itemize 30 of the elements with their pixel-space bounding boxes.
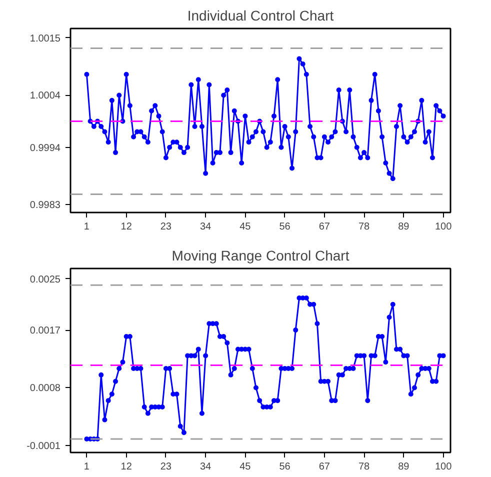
y-tick-label: 0.0025 (30, 274, 61, 286)
x-tick-label: 56 (279, 222, 291, 232)
y-tick-label: -0.0001 (26, 440, 61, 452)
x-tick-label: 100 (434, 462, 452, 472)
x-tick-label: 1 (84, 222, 90, 232)
x-tick-label: 34 (200, 222, 212, 232)
x-tick-label: 23 (160, 462, 172, 472)
x-tick-label: 12 (120, 462, 132, 472)
x-tick-label: 78 (358, 222, 370, 232)
x-tick-label: 34 (200, 462, 212, 472)
chart-title: Moving Range Control Chart (172, 248, 350, 264)
x-tick-label: 12 (120, 222, 132, 232)
chart-title: Individual Control Chart (187, 8, 334, 24)
y-tick-label: 1.0015 (30, 33, 61, 44)
x-tick-label: 100 (434, 222, 452, 232)
y-tick-label: 0.0017 (30, 326, 61, 337)
x-tick-label: 1 (84, 462, 90, 472)
y-tick-label: 0.9983 (30, 200, 61, 212)
x-tick-label: 78 (358, 462, 370, 472)
y-tick-label: 1.0004 (30, 90, 61, 102)
x-tick-label: 56 (279, 462, 291, 472)
x-tick-label: 45 (240, 222, 252, 232)
y-tick-label: 0.9994 (30, 142, 61, 154)
x-tick-label: 23 (160, 222, 172, 232)
x-tick-label: 89 (398, 222, 410, 232)
x-tick-label: 67 (318, 222, 330, 232)
x-tick-label: 45 (240, 462, 252, 472)
y-tick-label: 0.0008 (30, 383, 61, 394)
x-tick-label: 89 (398, 462, 410, 472)
x-tick-label: 67 (318, 462, 330, 472)
